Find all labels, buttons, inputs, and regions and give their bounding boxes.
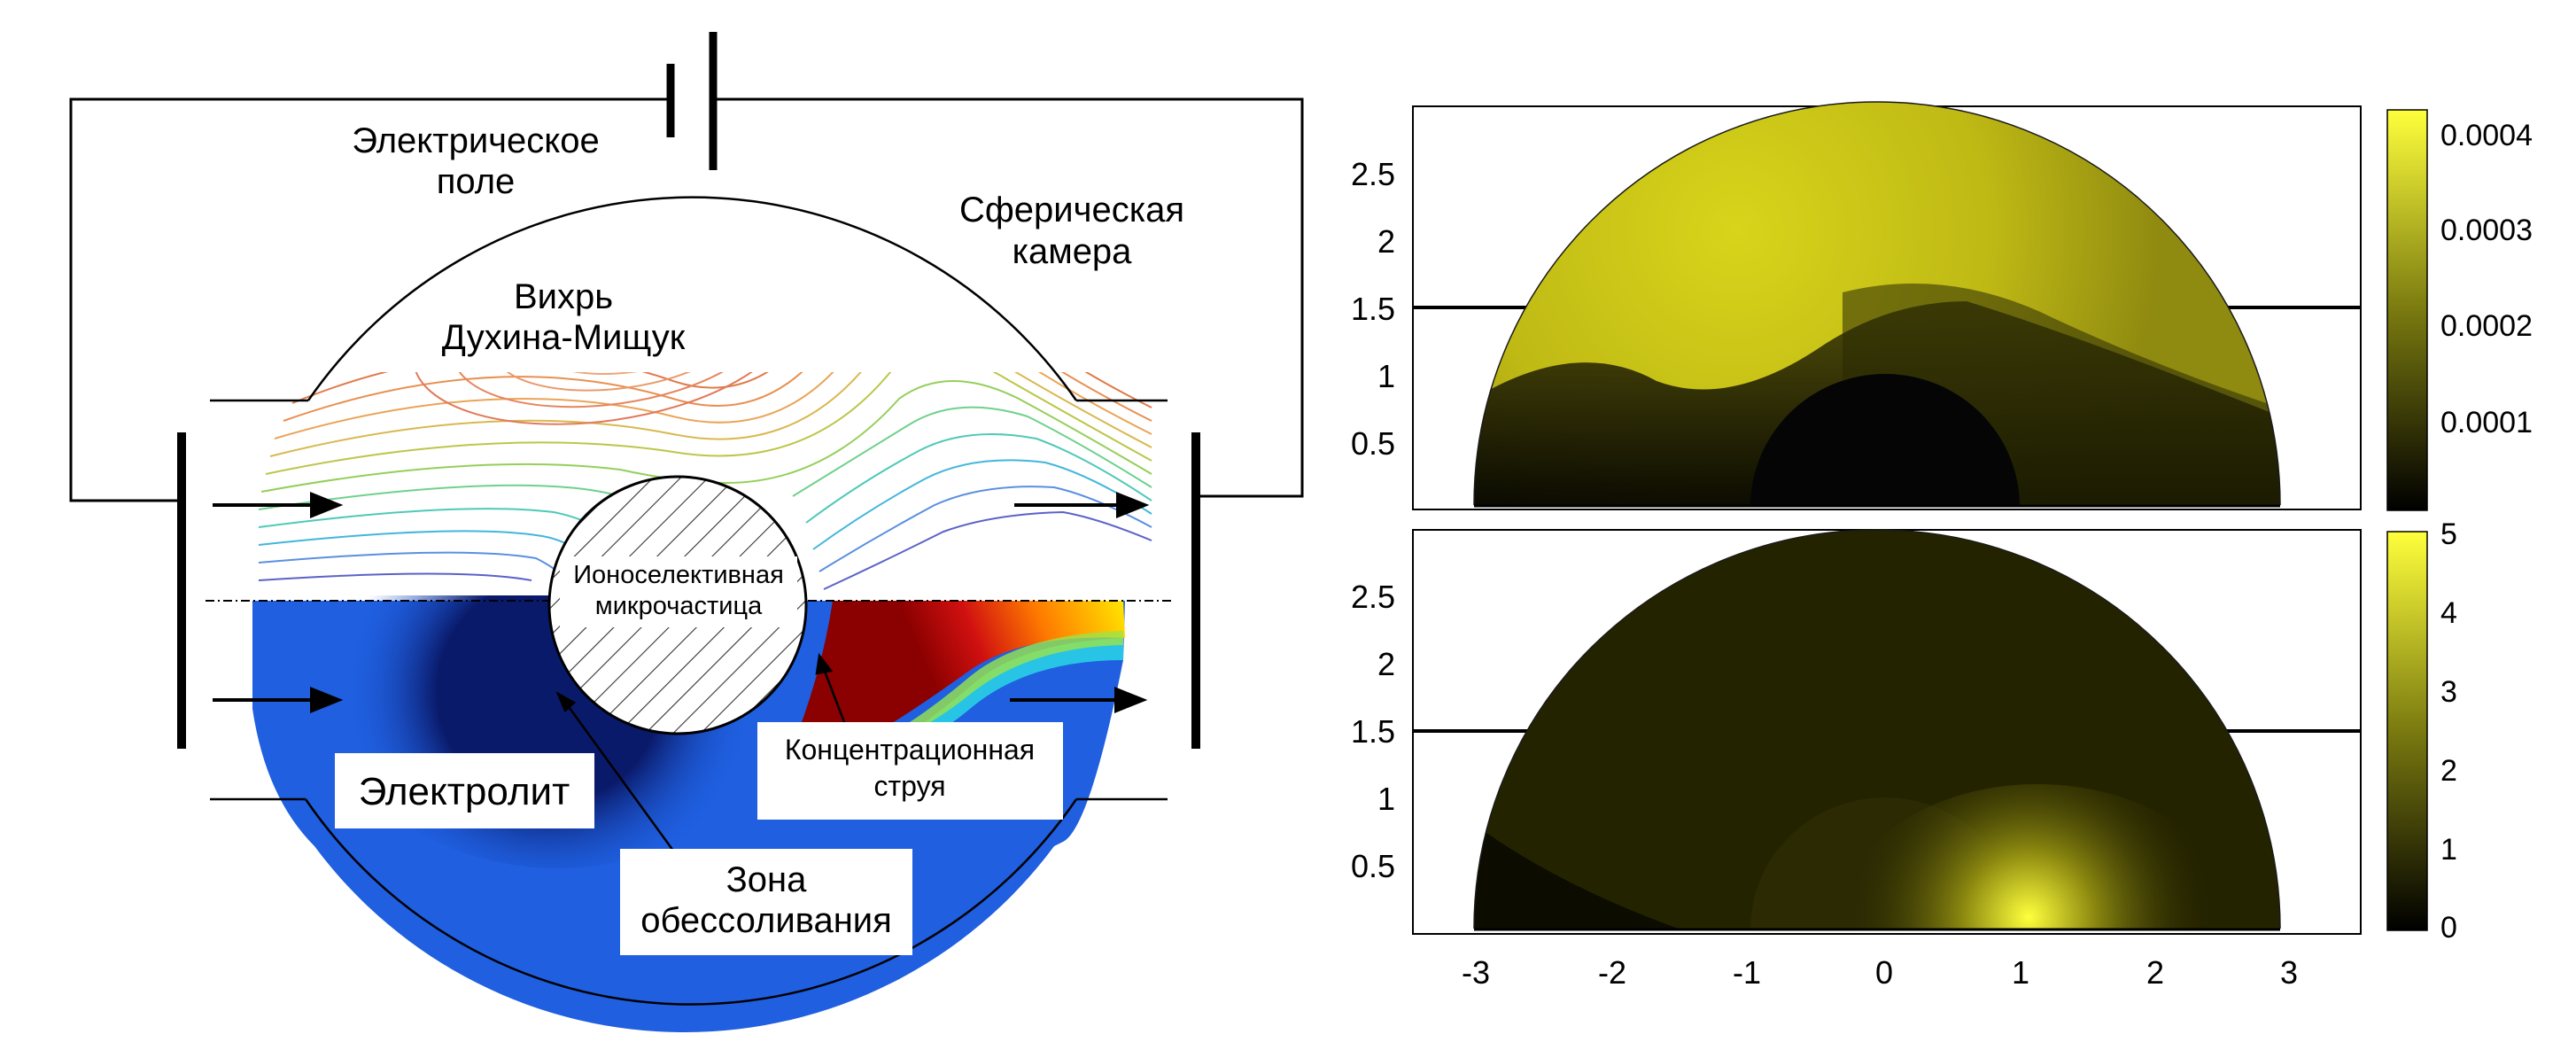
desalination-leader — [565, 704, 675, 851]
colorbar-tick-label: 2 — [2440, 754, 2457, 788]
desalination-label-line2: обессоливания — [640, 901, 892, 940]
chamber-outline — [210, 196, 1168, 1006]
bottom-y-ticks: 0.5 1 1.5 2 2.5 — [1351, 579, 1395, 884]
y-tick-label: 2 — [1377, 646, 1395, 682]
vortex-label-line2: Духина-Мищук — [442, 318, 686, 357]
bottom-x-ticks: -3 -2 -1 0 1 2 3 — [1462, 954, 2298, 991]
bottom-field-dark — [1474, 824, 1683, 929]
electrolyte-label-box — [335, 753, 594, 828]
flow-arrows — [213, 492, 1150, 713]
top-colorbar-ticks: 0.0001 0.0002 0.0003 0.0004 — [2440, 119, 2533, 439]
streamline — [792, 406, 1152, 497]
top-plot: 0.5 1 1.5 2 2.5 0.0001 0.0002 0.0003 0.0… — [1351, 101, 2533, 511]
streamline — [258, 551, 563, 577]
streamlines — [258, 372, 1152, 590]
x-tick-label: 2 — [2146, 954, 2164, 991]
y-tick-label: 2.5 — [1351, 156, 1395, 192]
desalination-label-line1: Зона — [726, 860, 807, 899]
y-tick-label: 2.5 — [1351, 579, 1395, 615]
bottom-field-glow — [1843, 784, 2232, 929]
chamber-top-arc — [306, 196, 1078, 401]
particle-label-bg — [560, 556, 797, 627]
x-tick-label: -2 — [1598, 954, 1626, 991]
jet-label-box — [757, 722, 1063, 820]
jet-leader — [822, 668, 848, 727]
chamber-bottom-arc — [304, 798, 1078, 1006]
arrow-head — [310, 687, 344, 713]
concentration-jet — [802, 601, 1125, 741]
x-tick-label: -3 — [1462, 954, 1490, 991]
streamline — [819, 486, 1152, 572]
vortex-loop — [492, 372, 749, 392]
top-particle — [1750, 374, 2020, 505]
streamline — [274, 372, 1152, 439]
colorbar-tick-label: 1 — [2440, 833, 2457, 867]
arrow-head — [1116, 492, 1150, 518]
y-tick-label: 1.5 — [1351, 291, 1395, 327]
streamline — [812, 459, 1152, 550]
arrow-head — [815, 652, 834, 675]
top-colorbar — [2386, 109, 2428, 511]
y-tick-label: 0.5 — [1351, 848, 1395, 884]
vortex-loop — [452, 372, 771, 408]
y-tick-label: 1 — [1377, 358, 1395, 394]
particle-label-line1: Ионоселективная — [573, 561, 784, 589]
circuit-wire-left — [69, 97, 671, 502]
streamline — [260, 380, 1152, 493]
y-tick-label: 2 — [1377, 223, 1395, 260]
colorbar-tick-label: 5 — [2440, 517, 2457, 551]
streamline — [258, 572, 532, 581]
y-tick-label: 1 — [1377, 781, 1395, 817]
bottom-semicircle-outline — [1473, 529, 2281, 929]
streamline — [269, 372, 1152, 457]
streamline — [283, 372, 1152, 422]
streamline — [265, 372, 1152, 475]
spherical-chamber-label-line2: камера — [1013, 232, 1133, 271]
x-tick-label: -1 — [1733, 954, 1761, 991]
colorbar-tick-label: 0 — [2440, 911, 2457, 945]
streamline — [823, 510, 1152, 590]
vortex-loop — [412, 372, 793, 425]
spherical-chamber-label-line1: Сферическая — [959, 191, 1184, 229]
jet-green-edge — [868, 631, 1123, 746]
jet-label-line2: струя — [873, 770, 945, 802]
bottom-plot: 0.5 1 1.5 2 2.5 -3 -2 -1 0 1 2 3 0 1 2 3… — [1351, 517, 2457, 991]
electrolyte-label: Электролит — [359, 770, 570, 813]
x-tick-label: 0 — [1875, 954, 1893, 991]
circuit-wire-right — [713, 97, 1304, 498]
colorbar-tick-label: 4 — [2440, 596, 2457, 630]
colorbar-tick-label: 0.0002 — [2440, 309, 2533, 343]
arrow-head — [555, 691, 577, 713]
vortex-label-line1: Вихрь — [514, 277, 613, 316]
annotation-leaders — [555, 652, 848, 851]
bottom-colorbar — [2386, 531, 2428, 931]
particle-label-line2: микрочастица — [595, 592, 763, 620]
top-semicircle-outline — [1473, 101, 2281, 506]
y-tick-label: 0.5 — [1351, 425, 1395, 462]
arrow-head — [310, 492, 344, 518]
streamline — [805, 433, 1152, 524]
bottom-colorbar-ticks: 0 1 2 3 4 5 — [2440, 517, 2457, 945]
colorbar-tick-label: 0.0004 — [2440, 119, 2533, 152]
x-tick-label: 3 — [2280, 954, 2298, 991]
streamline — [258, 530, 581, 555]
colorbar-tick-label: 0.0001 — [2440, 406, 2533, 439]
electric-field-label-line1: Электрическое — [352, 121, 599, 160]
circuit — [69, 32, 1304, 749]
top-y-ticks: 0.5 1 1.5 2 2.5 — [1351, 156, 1395, 462]
y-tick-label: 1.5 — [1351, 713, 1395, 750]
x-tick-label: 1 — [2012, 954, 2029, 991]
arrow-head — [1114, 687, 1148, 713]
desalination-label-box — [620, 849, 912, 955]
electric-field-label-line2: поле — [437, 162, 516, 201]
jet-label-line1: Концентрационная — [785, 734, 1035, 766]
colorbar-tick-label: 3 — [2440, 675, 2457, 709]
schematic: Ионоселективная микрочастица Электролит … — [69, 32, 1304, 1033]
colorbar-tick-label: 0.0003 — [2440, 214, 2533, 247]
